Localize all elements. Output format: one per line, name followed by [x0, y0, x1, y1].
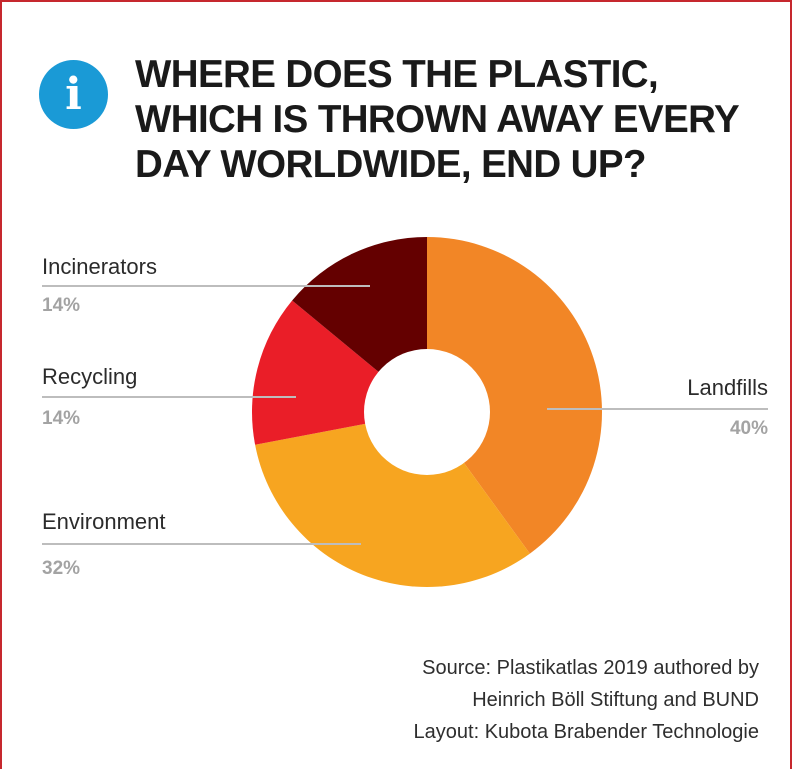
chart-title-line: DAY WORLDWIDE, END UP?	[135, 143, 646, 186]
slice-labels: Landfills 40% Environment 32% Recycling 14% In…	[42, 254, 768, 579]
chart-title-line: WHERE DOES THE PLASTIC,	[135, 53, 659, 96]
layout-credit-line: Layout: Kubota Brabender Technologie	[413, 721, 759, 743]
slice-label-environment: Environment	[42, 509, 166, 534]
source-line: Source: Plastikatlas 2019 authored by	[422, 657, 759, 679]
slice-landfills	[427, 237, 603, 554]
leader-lines	[42, 285, 768, 545]
slice-value-landfills: 40%	[730, 418, 768, 439]
source-credits: Source: Plastikatlas 2019 authored by He…	[414, 652, 759, 748]
slice-value-environment: 32%	[42, 558, 80, 579]
donut-hole	[364, 349, 490, 475]
slice-label-landfills: Landfills	[687, 375, 768, 400]
chart-title-line: WHICH IS THROWN AWAY EVERY	[135, 98, 740, 141]
slice-value-recycling: 14%	[42, 408, 80, 429]
slice-label-incinerators: Incinerators	[42, 254, 157, 279]
donut-chart: Landfills 40% Environment 32% Recycling 14% In…	[42, 237, 768, 587]
chart-title: WHERE DOES THE PLASTIC, WHICH IS THROWN …	[135, 52, 775, 187]
info-icon: i	[39, 60, 108, 129]
slice-label-recycling: Recycling	[42, 364, 137, 389]
slice-value-incinerators: 14%	[42, 295, 80, 316]
source-line: Heinrich Böll Stiftung and BUND	[472, 689, 759, 711]
